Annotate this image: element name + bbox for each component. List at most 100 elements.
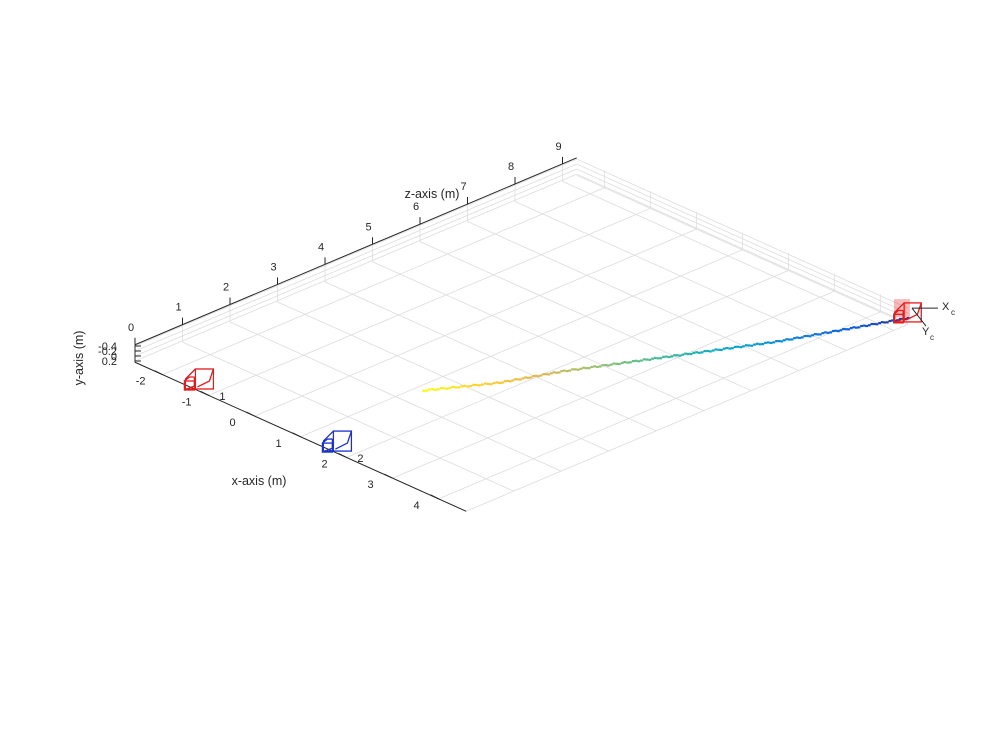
trajectory-point — [634, 359, 638, 362]
trajectory-point — [480, 383, 484, 386]
camera-label: 1 — [219, 391, 225, 403]
trajectory-point — [606, 364, 610, 367]
grid-line-z — [182, 341, 514, 492]
x-tick — [338, 453, 347, 458]
trajectory-point — [870, 322, 874, 326]
trajectory-point — [844, 328, 848, 331]
trajectory-point — [615, 362, 619, 365]
grid-line-wall — [576, 173, 909, 324]
trajectory-point — [562, 369, 566, 372]
trajectory-point — [875, 323, 879, 326]
trajectory-point — [448, 386, 452, 389]
grid-line-z — [372, 261, 704, 412]
x-tick-label: 4 — [414, 500, 420, 512]
trajectory-point — [513, 378, 517, 381]
trajectory-point — [834, 329, 838, 332]
trajectory-point — [795, 336, 799, 339]
trajectory-point — [537, 375, 540, 378]
x-tick-label: 2 — [322, 458, 328, 470]
grid-line-z — [562, 180, 894, 331]
grid-line-z — [514, 201, 847, 351]
trajectory-point — [593, 365, 596, 368]
trajectory-point — [549, 372, 553, 375]
trajectory-point — [906, 317, 910, 320]
trajectory-point — [645, 358, 649, 361]
y-axis-title: y-axis (m) — [72, 331, 86, 386]
trajectory-point — [857, 326, 861, 329]
trajectory-point — [821, 332, 825, 335]
trajectory-point — [539, 374, 543, 377]
grid-line-wall — [134, 158, 577, 347]
trajectory-point — [433, 388, 437, 391]
grid-line-wall — [134, 173, 577, 362]
trajectory-point — [689, 352, 693, 356]
trajectory-point — [829, 331, 833, 334]
grid-line-z — [324, 281, 657, 432]
z-tick-label: 7 — [460, 181, 466, 193]
trajectory-point — [860, 324, 863, 328]
grid-line-z — [467, 221, 799, 371]
trajectory-point — [883, 321, 887, 324]
trajectory-point — [686, 352, 690, 356]
trajectory-point — [769, 341, 773, 345]
trajectory-point — [700, 351, 704, 354]
trajectory-point — [826, 331, 830, 334]
trajectory-point — [425, 389, 428, 392]
grid-line-z — [419, 241, 752, 392]
current-camera-marker — [893, 302, 922, 324]
trajectory-point — [697, 351, 701, 354]
trajectory-point — [855, 326, 858, 329]
trajectory-point — [731, 347, 734, 350]
camera-edge — [183, 376, 195, 382]
trajectory-point — [673, 354, 676, 357]
y-tick-label: 0.2 — [102, 356, 117, 368]
trajectory-point — [733, 345, 737, 349]
trajectory-point — [656, 357, 660, 360]
trajectory-point — [463, 384, 467, 387]
y-tick-label: 0 — [111, 351, 117, 363]
trajectory-point — [501, 381, 504, 384]
camera-edge — [894, 302, 905, 323]
trajectory-point — [684, 352, 687, 355]
trajectory-point — [498, 381, 502, 385]
z-tick-label: 4 — [318, 241, 324, 253]
trajectory-point — [519, 378, 522, 381]
trajectory-point — [466, 385, 470, 388]
trajectory-point — [662, 355, 665, 359]
trajectory-point — [753, 343, 756, 346]
camera-y-axis-label: Y — [922, 326, 930, 338]
trajectory-point — [526, 376, 530, 379]
trajectory-point — [667, 355, 671, 359]
trajectory-point — [788, 338, 791, 341]
trajectory-point — [865, 324, 869, 328]
trajectory-point — [664, 355, 668, 358]
trajectory-point — [604, 363, 608, 367]
trajectory-point — [780, 340, 784, 343]
x-tick-label: 0 — [230, 417, 236, 429]
camera-marker-2 — [321, 430, 353, 453]
x-tick-label: 3 — [368, 479, 374, 491]
trajectory-point — [849, 327, 853, 330]
trajectory-point — [629, 361, 632, 364]
box-edge — [576, 174, 909, 325]
trajectory-point — [785, 338, 789, 341]
z-tick-label: 5 — [365, 221, 371, 233]
x-axis-title: x-axis (m) — [232, 474, 287, 488]
trajectory-point — [620, 361, 624, 364]
camera-y-axis-line — [911, 307, 927, 327]
trajectory-point — [478, 384, 481, 387]
trajectory-point — [534, 374, 538, 377]
trajectory-point — [803, 334, 807, 338]
trajectory-point — [640, 359, 643, 362]
grid-line-wall — [576, 168, 909, 319]
trajectory-point — [678, 354, 682, 357]
trajectory-point — [565, 370, 569, 373]
trajectory-point — [880, 321, 884, 324]
trajectory-point — [903, 318, 907, 321]
grid-line-x — [346, 270, 789, 458]
camera-edge — [893, 310, 904, 324]
trajectory-point — [439, 387, 443, 390]
grid-line-x — [208, 208, 651, 396]
